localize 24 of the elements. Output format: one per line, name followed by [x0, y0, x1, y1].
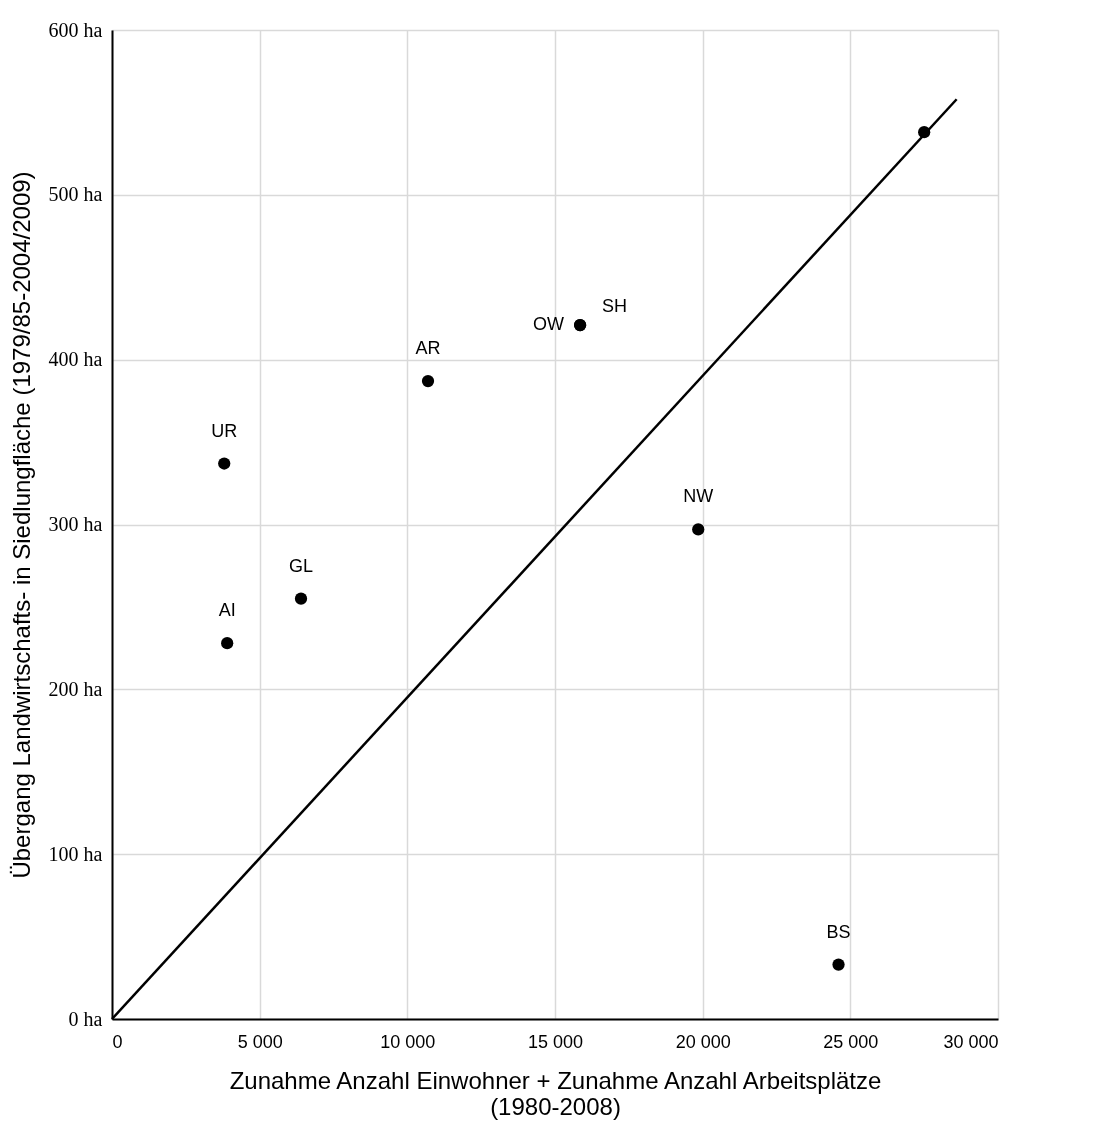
annotation: GL [289, 555, 314, 576]
x-tick-label: 0 [112, 1031, 123, 1052]
annotation: NW [683, 486, 714, 507]
x-tick-label: 10 000 [380, 1031, 436, 1052]
y-tick-label: 400 ha [48, 348, 103, 371]
annotation: AI [218, 600, 236, 621]
y-tick-label: 200 ha [48, 677, 103, 700]
annotation: OW [533, 314, 565, 335]
y-tick-label: 100 ha [48, 842, 103, 865]
annotation: SH [602, 296, 628, 317]
annotation: AR [415, 338, 441, 359]
x-axis-title: Zunahme Anzahl Einwohner + Zunahme Anzahl Arbeitsplätze (1980-2008) [229, 1066, 882, 1120]
annotation: BS [826, 921, 851, 942]
x-tick-label: 30 000 [943, 1031, 999, 1052]
x-tick-label: 5 000 [237, 1031, 283, 1052]
y-axis-title: Übergang Landwirtschafts- in Siedlungfläche (1979/85-2004/2009) [7, 171, 35, 879]
y-tick-label: 0 ha [68, 1007, 103, 1030]
y-tick-label: 600 ha [48, 18, 103, 41]
x-tick-label: 20 000 [675, 1031, 731, 1052]
annotation: UR [211, 420, 238, 441]
y-tick-label: 500 ha [48, 183, 103, 206]
y-tick-label: 300 ha [48, 513, 103, 535]
x-tick-label: 15 000 [527, 1031, 584, 1052]
x-tick-label: 25 000 [823, 1031, 879, 1052]
